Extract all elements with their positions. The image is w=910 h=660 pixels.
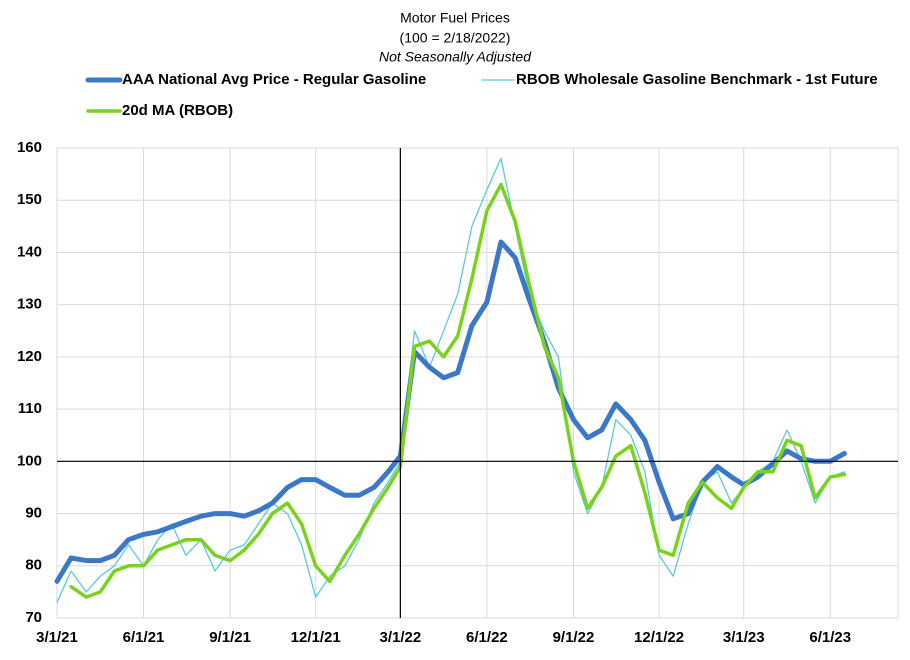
- y-tick-label: 90: [25, 505, 42, 522]
- series-line: [54, 239, 847, 584]
- y-tick-label: 140: [17, 243, 42, 260]
- y-tick-label: 100: [17, 452, 42, 469]
- x-tick-label: 3/1/22: [380, 629, 422, 646]
- x-tick-label: 12/1/22: [634, 629, 684, 646]
- series-line: [69, 182, 847, 599]
- y-tick-label: 130: [17, 296, 42, 313]
- y-tick-label: 110: [18, 400, 42, 417]
- y-tick-label: 150: [17, 191, 42, 208]
- legend-label: AAA National Avg Price - Regular Gasolin…: [122, 71, 426, 88]
- y-tick-label: 120: [17, 348, 42, 365]
- y-tick-label: 80: [25, 557, 42, 574]
- x-tick-label: 6/1/23: [809, 629, 851, 646]
- x-tick-label: 12/1/21: [291, 629, 341, 646]
- series-line: [56, 157, 846, 603]
- x-tick-label: 3/1/21: [36, 629, 78, 646]
- chart-note: Not Seasonally Adjusted: [379, 49, 532, 65]
- y-tick-label: 160: [17, 139, 42, 156]
- x-tick-label: 9/1/22: [553, 629, 595, 646]
- x-tick-label: 6/1/22: [466, 629, 508, 646]
- legend-label: 20d MA (RBOB): [122, 102, 233, 119]
- x-tick-label: 6/1/21: [123, 629, 165, 646]
- x-tick-label: 3/1/23: [723, 629, 765, 646]
- legend-label: RBOB Wholesale Gasoline Benchmark - 1st …: [516, 71, 878, 88]
- chart-subtitle: (100 = 2/18/2022): [400, 30, 511, 46]
- chart-title: Motor Fuel Prices: [400, 10, 510, 26]
- y-tick-label: 70: [25, 609, 42, 626]
- x-tick-label: 9/1/21: [209, 629, 251, 646]
- plot-frame: [56, 147, 899, 619]
